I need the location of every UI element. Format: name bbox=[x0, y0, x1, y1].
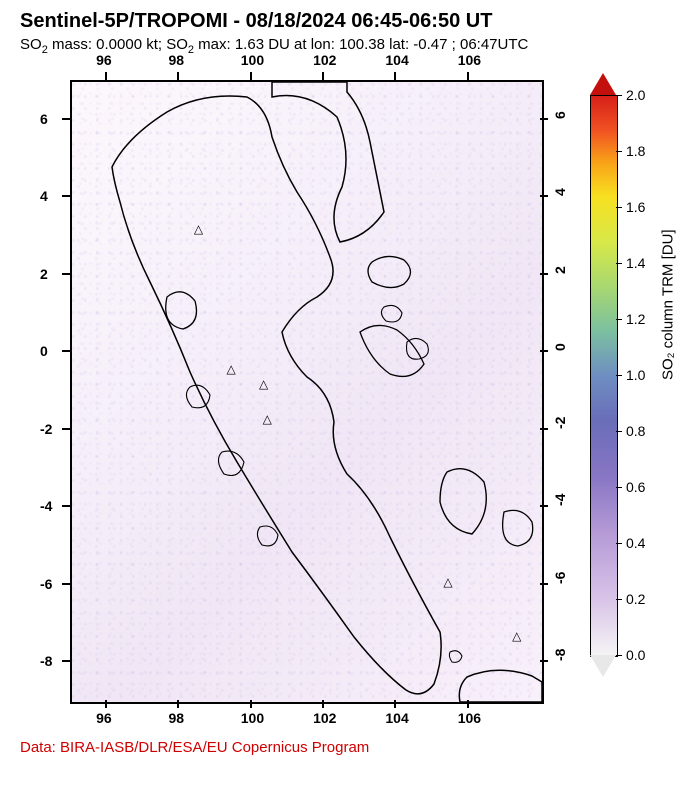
colorbar-title: SO₂ column TRM [DU] bbox=[660, 229, 677, 380]
tick-mark bbox=[105, 72, 107, 80]
x-tick-label: 102 bbox=[313, 710, 336, 726]
tick-mark bbox=[540, 660, 548, 662]
y-tick-label: 4 bbox=[552, 188, 568, 196]
x-tick-label: 98 bbox=[168, 52, 184, 68]
y-tick-label: 0 bbox=[552, 343, 568, 351]
x-tick-label: 106 bbox=[458, 710, 481, 726]
tick-mark bbox=[62, 583, 70, 585]
y-tick-label: -2 bbox=[552, 416, 568, 428]
x-tick-label: 106 bbox=[458, 52, 481, 68]
tick-mark bbox=[467, 72, 469, 80]
colorbar-tick-label: 0.0 bbox=[626, 647, 645, 663]
tick-mark bbox=[62, 350, 70, 352]
data-credit: Data: BIRA-IASB/DLR/ESA/EU Copernicus Pr… bbox=[20, 739, 369, 756]
colorbar-tick-label: 1.2 bbox=[626, 311, 645, 327]
tick-mark bbox=[250, 700, 252, 708]
st-p1: SO bbox=[20, 36, 42, 53]
y-tick-label: 6 bbox=[552, 111, 568, 119]
tick-mark bbox=[62, 505, 70, 507]
tick-mark bbox=[105, 700, 107, 708]
colorbar-tick-label: 1.4 bbox=[626, 255, 645, 271]
y-tick-label: -8 bbox=[40, 653, 52, 669]
tick-mark bbox=[540, 195, 548, 197]
y-tick-label: -6 bbox=[40, 576, 52, 592]
x-tick-label: 104 bbox=[385, 710, 408, 726]
colorbar-extend-low-icon bbox=[590, 655, 616, 677]
st-p3: mass: 0.0000 kt; SO bbox=[48, 36, 188, 53]
colorbar-extend-high-icon bbox=[590, 73, 616, 95]
tick-mark bbox=[467, 700, 469, 708]
st-p5: max: 1.63 DU at lon: 100.38 lat: -0.47 ;… bbox=[194, 36, 528, 53]
volcano-marker-icon: △ bbox=[512, 629, 521, 643]
y-tick-label: -4 bbox=[552, 494, 568, 506]
volcano-marker-icon: △ bbox=[263, 412, 272, 426]
tick-mark bbox=[616, 375, 622, 376]
tick-mark bbox=[616, 151, 622, 152]
tick-mark bbox=[616, 599, 622, 600]
volcano-marker-icon: △ bbox=[226, 362, 235, 376]
tick-mark bbox=[616, 95, 622, 96]
tick-mark bbox=[540, 273, 548, 275]
y-tick-label: 6 bbox=[40, 111, 48, 127]
tick-mark bbox=[540, 118, 548, 120]
x-tick-label: 100 bbox=[241, 52, 264, 68]
tick-mark bbox=[616, 543, 622, 544]
y-tick-label: -4 bbox=[40, 498, 52, 514]
tick-mark bbox=[540, 428, 548, 430]
x-tick-label: 102 bbox=[313, 52, 336, 68]
colorbar-tick-label: 0.4 bbox=[626, 535, 645, 551]
tick-mark bbox=[540, 583, 548, 585]
tick-mark bbox=[62, 428, 70, 430]
colorbar-tick-label: 1.6 bbox=[626, 199, 645, 215]
tick-mark bbox=[177, 700, 179, 708]
y-tick-label: -2 bbox=[40, 421, 52, 437]
tick-mark bbox=[540, 350, 548, 352]
tick-mark bbox=[322, 72, 324, 80]
tick-mark bbox=[616, 487, 622, 488]
data-speckle bbox=[72, 82, 542, 702]
y-tick-label: 2 bbox=[552, 266, 568, 274]
y-tick-label: -6 bbox=[552, 571, 568, 583]
colorbar-tick-label: 0.8 bbox=[626, 423, 645, 439]
x-tick-label: 104 bbox=[385, 52, 408, 68]
tick-mark bbox=[616, 431, 622, 432]
tick-mark bbox=[394, 700, 396, 708]
tick-mark bbox=[616, 263, 622, 264]
volcano-marker-icon: △ bbox=[443, 575, 452, 589]
tick-mark bbox=[62, 118, 70, 120]
y-tick-label: 0 bbox=[40, 343, 48, 359]
tick-mark bbox=[616, 655, 622, 656]
y-tick-label: -8 bbox=[552, 649, 568, 661]
colorbar-tick-label: 1.0 bbox=[626, 367, 645, 383]
colorbar-tick-label: 0.6 bbox=[626, 479, 645, 495]
colorbar bbox=[590, 95, 618, 657]
tick-mark bbox=[62, 273, 70, 275]
tick-mark bbox=[540, 505, 548, 507]
volcano-marker-icon: △ bbox=[194, 222, 203, 236]
colorbar-tick-label: 1.8 bbox=[626, 143, 645, 159]
x-tick-label: 96 bbox=[96, 52, 112, 68]
figure-container: Sentinel-5P/TROPOMI - 08/18/2024 06:45-0… bbox=[10, 10, 687, 776]
tick-mark bbox=[616, 319, 622, 320]
x-tick-label: 98 bbox=[168, 710, 184, 726]
volcano-marker-icon: △ bbox=[259, 377, 268, 391]
x-tick-label: 96 bbox=[96, 710, 112, 726]
tick-mark bbox=[62, 660, 70, 662]
tick-mark bbox=[394, 72, 396, 80]
chart-title: Sentinel-5P/TROPOMI - 08/18/2024 06:45-0… bbox=[20, 10, 492, 33]
x-tick-label: 100 bbox=[241, 710, 264, 726]
y-tick-label: 4 bbox=[40, 188, 48, 204]
colorbar-tick-label: 2.0 bbox=[626, 87, 645, 103]
tick-mark bbox=[62, 195, 70, 197]
tick-mark bbox=[250, 72, 252, 80]
y-tick-label: 2 bbox=[40, 266, 48, 282]
tick-mark bbox=[616, 207, 622, 208]
tick-mark bbox=[177, 72, 179, 80]
tick-mark bbox=[322, 700, 324, 708]
colorbar-tick-label: 0.2 bbox=[626, 591, 645, 607]
map-panel: △ △ △ △ △ △ bbox=[70, 80, 544, 704]
